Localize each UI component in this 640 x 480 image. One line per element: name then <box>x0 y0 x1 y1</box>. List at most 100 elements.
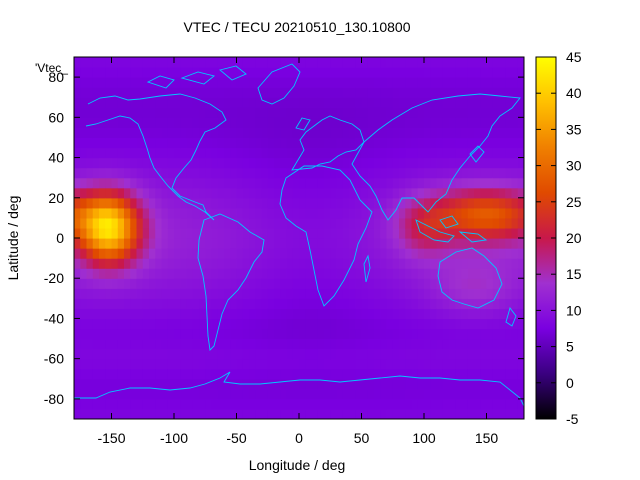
heatmap-cell <box>242 207 250 219</box>
heatmap-cell <box>186 127 194 139</box>
heatmap-cell <box>142 348 150 360</box>
heatmap-cell <box>205 238 213 249</box>
heatmap-cell <box>180 177 188 189</box>
heatmap-cell <box>305 288 313 299</box>
heatmap-cell <box>261 278 269 289</box>
heatmap-cell <box>199 338 206 350</box>
heatmap-cell <box>142 238 150 249</box>
heatmap-cell <box>224 278 231 289</box>
heatmap-cell <box>167 318 175 330</box>
heatmap-cell <box>199 157 206 169</box>
heatmap-cell <box>355 378 363 390</box>
heatmap-cell <box>442 268 450 279</box>
heatmap-cell <box>142 77 150 88</box>
heatmap-cell <box>92 187 100 199</box>
heatmap-cell <box>167 408 175 419</box>
heatmap-cell <box>211 207 219 219</box>
heatmap-cell <box>261 97 269 108</box>
heatmap-cell <box>380 177 388 189</box>
heatmap-cell <box>217 57 225 68</box>
heatmap-cell <box>361 147 369 159</box>
heatmap-cell <box>255 107 263 118</box>
heatmap-cell <box>255 268 263 279</box>
heatmap-cell <box>192 308 200 320</box>
heatmap-cell <box>442 227 450 239</box>
heatmap-cell <box>99 388 106 400</box>
heatmap-cell <box>311 77 319 88</box>
heatmap-cell <box>80 77 88 88</box>
heatmap-cell <box>505 177 513 189</box>
heatmap-cell <box>80 197 88 209</box>
heatmap-cell <box>424 97 431 108</box>
heatmap-cell <box>205 187 213 199</box>
heatmap-cell <box>324 187 331 199</box>
heatmap-cell <box>449 117 456 128</box>
heatmap-cell <box>74 318 81 330</box>
heatmap-cell <box>374 87 381 98</box>
heatmap-cell <box>274 207 281 219</box>
heatmap-cell <box>230 408 238 419</box>
heatmap-cell <box>105 398 113 410</box>
heatmap-cell <box>186 217 194 229</box>
heatmap-cell <box>180 67 188 78</box>
heatmap-cell <box>292 318 300 330</box>
heatmap-cell <box>124 398 131 410</box>
heatmap-cell <box>380 238 388 249</box>
heatmap-cell <box>417 197 425 209</box>
heatmap-cell <box>355 278 363 289</box>
heatmap-cell <box>186 227 194 239</box>
heatmap-cell <box>286 408 294 419</box>
heatmap-cell <box>317 177 325 189</box>
heatmap-cell <box>142 398 150 410</box>
heatmap-cell <box>480 268 488 279</box>
heatmap-cell <box>486 278 494 289</box>
heatmap-cell <box>149 258 156 269</box>
heatmap-cell <box>86 268 94 279</box>
heatmap-cell <box>292 378 300 390</box>
heatmap-cell <box>349 398 356 410</box>
heatmap-cell <box>274 87 281 98</box>
heatmap-cell <box>292 187 300 199</box>
heatmap-cell <box>149 288 156 299</box>
heatmap-cell <box>174 348 181 360</box>
heatmap-cell <box>442 177 450 189</box>
heatmap-cell <box>305 217 313 229</box>
heatmap-cell <box>224 408 231 419</box>
heatmap-cell <box>211 368 219 380</box>
heatmap-cell <box>236 157 244 169</box>
heatmap-cell <box>155 288 163 299</box>
heatmap-cell <box>492 197 500 209</box>
heatmap-cell <box>374 358 381 370</box>
heatmap-cell <box>305 207 313 219</box>
heatmap-cell <box>242 187 250 199</box>
heatmap-cell <box>474 318 481 330</box>
heatmap-cell <box>342 308 350 320</box>
heatmap-cell <box>374 328 381 340</box>
heatmap-cell <box>374 368 381 380</box>
heatmap-cell <box>486 77 494 88</box>
heatmap-cell <box>111 278 119 289</box>
heatmap-cell <box>417 227 425 239</box>
heatmap-cell <box>342 217 350 229</box>
heatmap-cell <box>317 117 325 128</box>
heatmap-cell <box>424 378 431 390</box>
heatmap-cell <box>80 97 88 108</box>
heatmap-cell <box>474 348 481 360</box>
heatmap-cell <box>492 408 500 419</box>
x-tick-label: -50 <box>226 430 246 446</box>
heatmap-cell <box>336 87 344 98</box>
heatmap-cell <box>324 227 331 239</box>
heatmap-cell <box>111 117 119 128</box>
heatmap-cell <box>311 408 319 419</box>
heatmap-cell <box>449 97 456 108</box>
heatmap-cell <box>111 308 119 320</box>
heatmap-cell <box>399 117 406 128</box>
heatmap-cell <box>367 167 375 179</box>
heatmap-cell <box>242 408 250 419</box>
heatmap-cell <box>311 197 319 209</box>
heatmap-cell <box>161 348 169 360</box>
heatmap-cell <box>249 338 256 350</box>
colorbar-tick-label: 30 <box>566 158 582 174</box>
heatmap-cell <box>155 338 163 350</box>
heatmap-cell <box>449 187 456 199</box>
